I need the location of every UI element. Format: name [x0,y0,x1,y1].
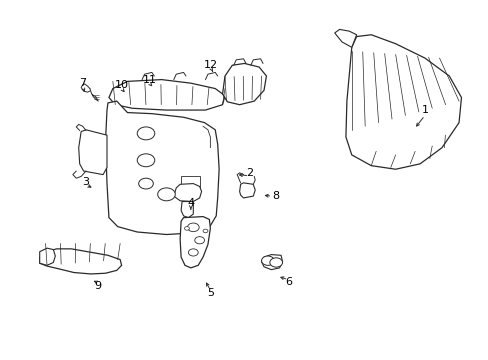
Circle shape [261,256,274,265]
Text: 2: 2 [245,168,252,178]
Polygon shape [109,80,224,110]
Polygon shape [79,130,107,175]
Polygon shape [40,248,55,265]
Text: 12: 12 [204,60,218,70]
Text: 3: 3 [82,177,89,187]
Circle shape [203,229,207,233]
Text: 11: 11 [142,75,156,85]
Polygon shape [181,202,193,218]
Circle shape [139,178,153,189]
Text: 5: 5 [206,288,213,298]
Polygon shape [334,30,356,47]
Text: 6: 6 [285,277,291,287]
Polygon shape [105,101,219,234]
Text: 8: 8 [272,191,279,201]
Circle shape [188,249,198,256]
Polygon shape [173,184,201,202]
Text: 10: 10 [114,80,128,90]
Circle shape [269,258,282,267]
Circle shape [137,154,155,167]
Polygon shape [261,255,282,270]
Circle shape [184,226,189,230]
Polygon shape [181,176,199,187]
Text: 4: 4 [187,198,194,208]
Text: 9: 9 [95,281,102,291]
Polygon shape [239,183,255,198]
Text: 7: 7 [79,78,86,88]
Circle shape [187,223,199,231]
Text: 1: 1 [421,105,427,115]
Polygon shape [180,217,210,268]
Polygon shape [345,35,461,169]
Circle shape [194,237,204,244]
Polygon shape [222,63,266,105]
Circle shape [137,127,155,140]
Circle shape [158,188,175,201]
Polygon shape [40,249,122,274]
